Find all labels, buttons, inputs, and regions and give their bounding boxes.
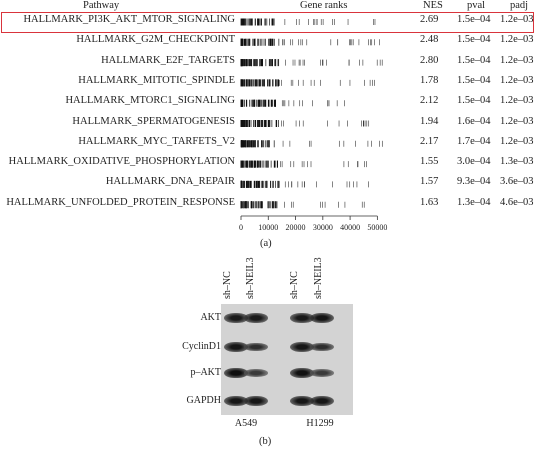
- header-gene-ranks: Gene ranks: [300, 0, 348, 11]
- padj-value: 1.3e–03: [500, 156, 534, 168]
- blot-band: [310, 395, 334, 407]
- lane-label: sh–NEIL3: [313, 257, 324, 299]
- nes-value: 1.57: [420, 176, 439, 188]
- padj-value: 1.2e–03: [500, 95, 534, 107]
- blot-band: [310, 342, 334, 352]
- blot-band: [224, 341, 248, 353]
- blot-band: [310, 312, 334, 324]
- gene-rank-ticks: [240, 59, 383, 67]
- gene-rank-ticks: [240, 201, 365, 209]
- padj-value: 1.2e–03: [500, 135, 534, 147]
- nes-value: 1.63: [420, 196, 439, 208]
- blot-band: [290, 367, 314, 379]
- blot-band: [290, 395, 314, 407]
- nes-value: 1.94: [420, 115, 439, 127]
- highlight-box: [1, 12, 534, 33]
- padj-value: 3.6e–03: [500, 176, 534, 188]
- gene-rank-ticks: [240, 140, 383, 148]
- pathway-name: HALLMARK_PI3K_AKT_MTOR_SIGNALING: [23, 14, 235, 25]
- pval-value: 9.3e–04: [457, 176, 491, 188]
- blot-band: [290, 341, 314, 353]
- pathway-name: HALLMARK_MITOTIC_SPINDLE: [78, 74, 235, 86]
- lane-label: sh–NC: [289, 271, 300, 299]
- cell-line-a549: A549: [234, 418, 258, 429]
- pathway-name: HALLMARK_G2M_CHECKPOINT: [76, 34, 235, 46]
- blot-band: [224, 395, 248, 407]
- caption-b: (b): [259, 436, 272, 447]
- gene-rank-ticks: [240, 79, 375, 87]
- blot-band: [244, 395, 268, 407]
- pathway-name: HALLMARK_E2F_TARGETS: [101, 54, 235, 66]
- cell-line-h1299: H1299: [306, 418, 334, 429]
- protein-label: AKT: [200, 312, 221, 323]
- axis-tick-label: 30000: [312, 223, 333, 232]
- pathway-name: HALLMARK_MTORC1_SIGNALING: [65, 95, 235, 107]
- pval-value: 1.7e–04: [457, 135, 491, 147]
- nes-value: 2.69: [420, 14, 439, 25]
- blot-band: [244, 342, 268, 352]
- pval-value: 1.5e–04: [457, 54, 491, 66]
- nes-value: 2.17: [420, 135, 439, 147]
- nes-value: 2.80: [420, 54, 439, 66]
- gene-rank-axis: [240, 18, 383, 220]
- pval-value: 1.5e–04: [457, 34, 491, 46]
- gene-rank-ticks: [240, 160, 367, 168]
- padj-value: 1.2e–03: [500, 115, 534, 127]
- gene-rank-ticks: [240, 99, 345, 107]
- blot-band: [224, 313, 248, 323]
- padj-value: 1.2e–03: [500, 74, 534, 86]
- protein-label: GAPDH: [186, 395, 221, 406]
- padj-value: 1.2e–03: [500, 34, 534, 46]
- blot-band: [310, 369, 334, 377]
- padj-value: 4.6e–03: [500, 196, 534, 208]
- pval-value: 1.6e–04: [457, 115, 491, 127]
- padj-value: 1.2e–03: [500, 54, 534, 66]
- axis-tick-label: 0: [239, 223, 243, 232]
- lane-label: sh–NC: [222, 271, 233, 299]
- padj-value: 1.2e–03: [500, 14, 534, 25]
- protein-label: p–AKT: [190, 367, 221, 378]
- axis-tick-label: 20000: [285, 223, 306, 232]
- axis-tick-label: 50000: [367, 223, 388, 232]
- gene-rank-ticks: [240, 180, 369, 188]
- blot-band: [244, 313, 268, 323]
- blot-band: [244, 369, 268, 377]
- caption-a: (a): [260, 238, 272, 249]
- gene-rank-ticks: [240, 18, 376, 26]
- blot-panel-h1299: [287, 304, 353, 415]
- pval-value: 1.5e–04: [457, 14, 491, 25]
- gene-rank-ticks: [240, 38, 380, 46]
- gene-rank-ticks: [240, 120, 370, 127]
- header-nes: NES: [423, 0, 443, 11]
- header-padj: padj: [510, 0, 529, 11]
- pathway-name: HALLMARK_UNFOLDED_PROTEIN_RESPONSE: [6, 196, 235, 208]
- axis-tick-label: 10000: [258, 223, 279, 232]
- axis-tick-label: 40000: [340, 223, 361, 232]
- pval-value: 1.3e–04: [457, 196, 491, 208]
- protein-label: CyclinD1: [182, 341, 221, 352]
- blot-band: [290, 313, 314, 323]
- pathway-name: HALLMARK_SPERMATOGENESIS: [72, 115, 235, 127]
- pathway-name: HALLMARK_DNA_REPAIR: [105, 176, 235, 188]
- lane-label: sh–NEIL3: [245, 257, 256, 299]
- nes-value: 1.55: [420, 156, 439, 168]
- nes-value: 2.12: [420, 95, 439, 107]
- header-pathway: Pathway: [83, 0, 120, 11]
- pval-value: 3.0e–04: [457, 156, 491, 168]
- blot-band: [224, 367, 248, 379]
- pval-value: 1.5e–04: [457, 74, 491, 86]
- header-pval: pval: [467, 0, 486, 11]
- pval-value: 1.5e–04: [457, 95, 491, 107]
- pathway-name: HALLMARK_OXIDATIVE_PHOSPHORYLATION: [8, 156, 235, 168]
- nes-value: 1.78: [420, 74, 439, 86]
- pathway-name: HALLMARK_MYC_TARFETS_V2: [78, 135, 235, 147]
- nes-value: 2.48: [420, 34, 439, 46]
